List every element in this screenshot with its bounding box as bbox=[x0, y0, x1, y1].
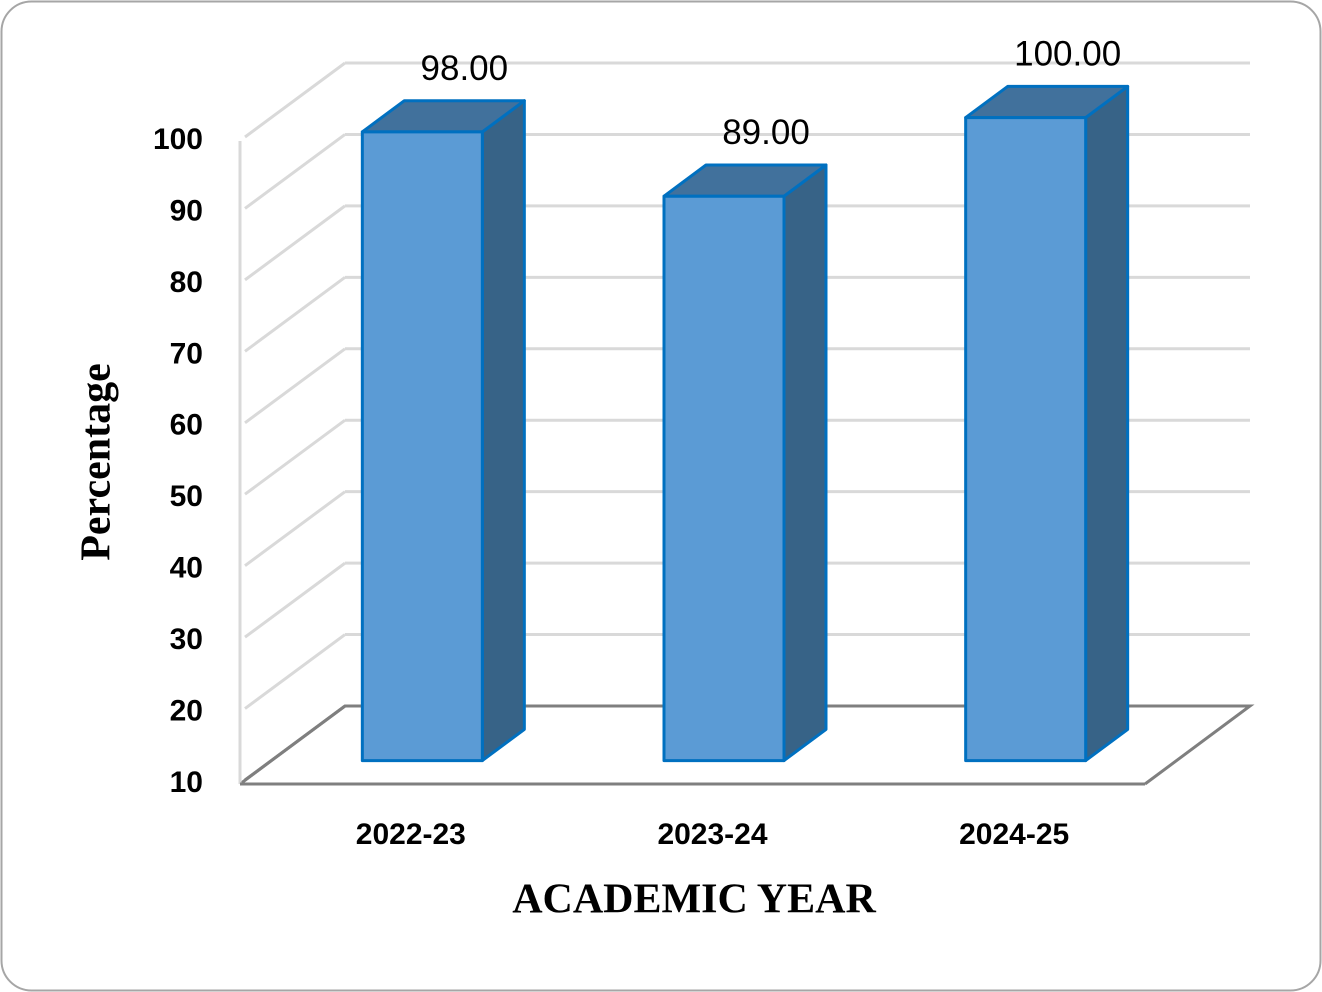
y-tick-label: 10 bbox=[170, 766, 203, 799]
y-tick-label: 100 bbox=[153, 123, 203, 156]
value-label: 89.00 bbox=[722, 113, 810, 152]
bar-side bbox=[782, 163, 828, 763]
x-tick-label: 2023-24 bbox=[657, 818, 767, 851]
side-grid-line bbox=[244, 490, 346, 567]
y-tick-label: 50 bbox=[170, 480, 203, 513]
value-label: 100.00 bbox=[1014, 35, 1121, 74]
y-axis-title: Percentage bbox=[74, 363, 120, 560]
side-grid-line bbox=[244, 276, 346, 353]
bar bbox=[360, 130, 484, 763]
y-tick-label: 70 bbox=[170, 337, 203, 370]
bar bbox=[662, 194, 786, 763]
side-grid-line bbox=[244, 204, 346, 282]
side-grid-line bbox=[244, 347, 346, 424]
value-label: 98.00 bbox=[421, 49, 509, 88]
y-tick-label: 30 bbox=[170, 623, 203, 656]
y-tick-label: 40 bbox=[170, 552, 203, 585]
y-tick-label: 90 bbox=[170, 194, 203, 227]
x-tick-label: 2024-25 bbox=[959, 818, 1069, 851]
x-axis-title: ACADEMIC YEAR bbox=[512, 877, 876, 923]
bar-side bbox=[1084, 84, 1130, 763]
side-grid-line bbox=[244, 633, 346, 710]
x-tick-label: 2022-23 bbox=[356, 818, 466, 851]
side-grid-line bbox=[244, 704, 346, 782]
side-grid-line bbox=[244, 561, 346, 639]
y-tick-label: 60 bbox=[170, 409, 203, 442]
side-grid-line bbox=[244, 61, 346, 139]
side-grid-line bbox=[244, 133, 346, 210]
side-grid-line bbox=[244, 419, 346, 496]
bar-side bbox=[480, 99, 526, 763]
y-tick-label: 20 bbox=[170, 694, 203, 727]
y-tick-label: 80 bbox=[170, 266, 203, 299]
bar bbox=[964, 116, 1088, 763]
